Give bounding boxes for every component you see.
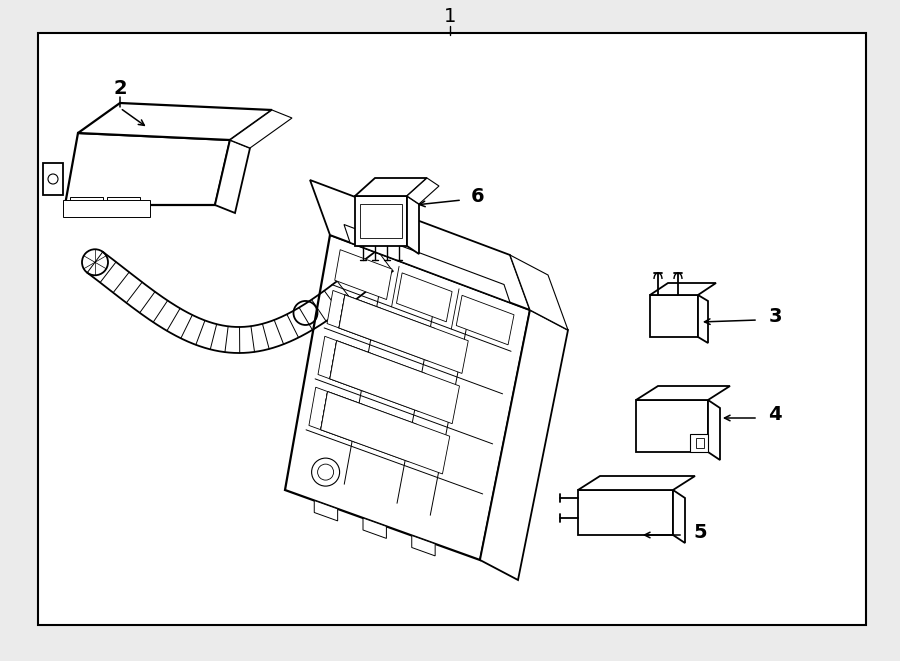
Text: 4: 4 (769, 405, 782, 424)
Text: 6: 6 (472, 186, 485, 206)
Polygon shape (329, 340, 426, 411)
Polygon shape (320, 391, 450, 474)
Polygon shape (636, 400, 708, 452)
Polygon shape (339, 295, 381, 341)
Polygon shape (314, 500, 338, 521)
Polygon shape (355, 178, 427, 196)
Bar (38, 33, 866, 625)
Text: 5: 5 (693, 522, 706, 541)
Polygon shape (320, 391, 363, 443)
Polygon shape (673, 490, 685, 543)
Polygon shape (327, 290, 345, 328)
Polygon shape (63, 200, 150, 217)
Polygon shape (360, 204, 402, 238)
Polygon shape (708, 400, 720, 460)
Text: 2: 2 (113, 79, 127, 98)
Polygon shape (339, 295, 468, 373)
Polygon shape (70, 197, 103, 207)
Text: 1: 1 (444, 7, 456, 26)
Polygon shape (329, 340, 460, 424)
Polygon shape (510, 255, 568, 330)
Polygon shape (696, 438, 704, 448)
Polygon shape (285, 235, 530, 560)
Polygon shape (78, 103, 272, 140)
Polygon shape (107, 197, 140, 207)
Polygon shape (339, 295, 435, 361)
Polygon shape (363, 518, 386, 539)
Polygon shape (310, 180, 530, 310)
Polygon shape (456, 295, 514, 345)
Polygon shape (650, 283, 716, 295)
Polygon shape (690, 434, 708, 452)
Polygon shape (329, 340, 373, 392)
Polygon shape (480, 310, 568, 580)
Polygon shape (397, 273, 452, 322)
Polygon shape (43, 163, 63, 195)
Polygon shape (318, 336, 337, 379)
Polygon shape (309, 387, 328, 430)
Polygon shape (65, 133, 230, 205)
Polygon shape (636, 386, 730, 400)
Polygon shape (320, 391, 416, 462)
Text: 3: 3 (769, 307, 782, 327)
Polygon shape (407, 178, 439, 204)
Polygon shape (344, 225, 510, 303)
Polygon shape (355, 196, 407, 246)
Polygon shape (335, 250, 392, 299)
Polygon shape (578, 476, 695, 490)
Polygon shape (698, 295, 708, 343)
Polygon shape (412, 535, 436, 556)
Polygon shape (215, 140, 250, 213)
Polygon shape (650, 295, 698, 337)
Polygon shape (407, 196, 419, 254)
Polygon shape (230, 110, 292, 148)
Polygon shape (578, 490, 673, 535)
